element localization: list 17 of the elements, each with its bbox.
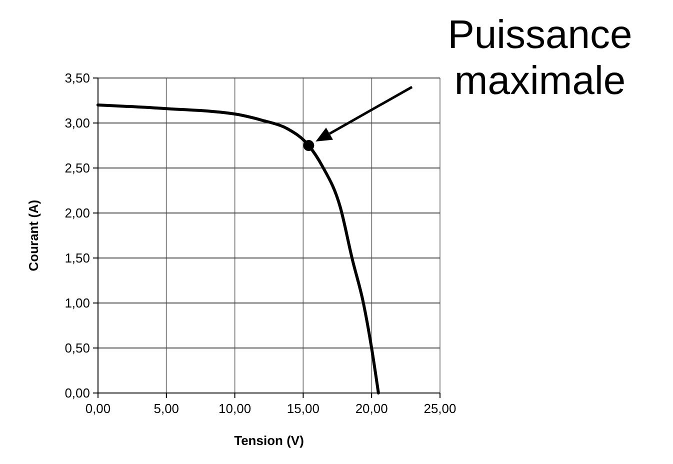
y-tick-label: 1,50 <box>64 250 90 266</box>
y-tick-label: 2,50 <box>64 160 90 176</box>
x-tick-label: 15,00 <box>286 401 320 416</box>
y-tick-label: 2,00 <box>64 206 90 220</box>
y-tick-label: 3,50 <box>64 70 90 86</box>
x-tick-label: 0,00 <box>85 401 111 416</box>
x-tick-label: 25,00 <box>424 401 456 416</box>
x-axis-title: Tension (V) <box>234 433 304 448</box>
y-axis-title: Courant (A) <box>26 200 41 272</box>
y-tick-label: 3,00 <box>64 116 90 130</box>
y-tick-label: 1,00 <box>64 296 90 310</box>
x-tick-label: 20,00 <box>355 401 388 416</box>
text: Puissance maximale <box>448 13 632 103</box>
y-tick-label: 0,50 <box>64 340 90 356</box>
y-tick-label: 0,00 <box>64 386 90 400</box>
x-tick-label: 10,00 <box>218 401 252 416</box>
x-tick-label: 5,00 <box>154 401 180 416</box>
